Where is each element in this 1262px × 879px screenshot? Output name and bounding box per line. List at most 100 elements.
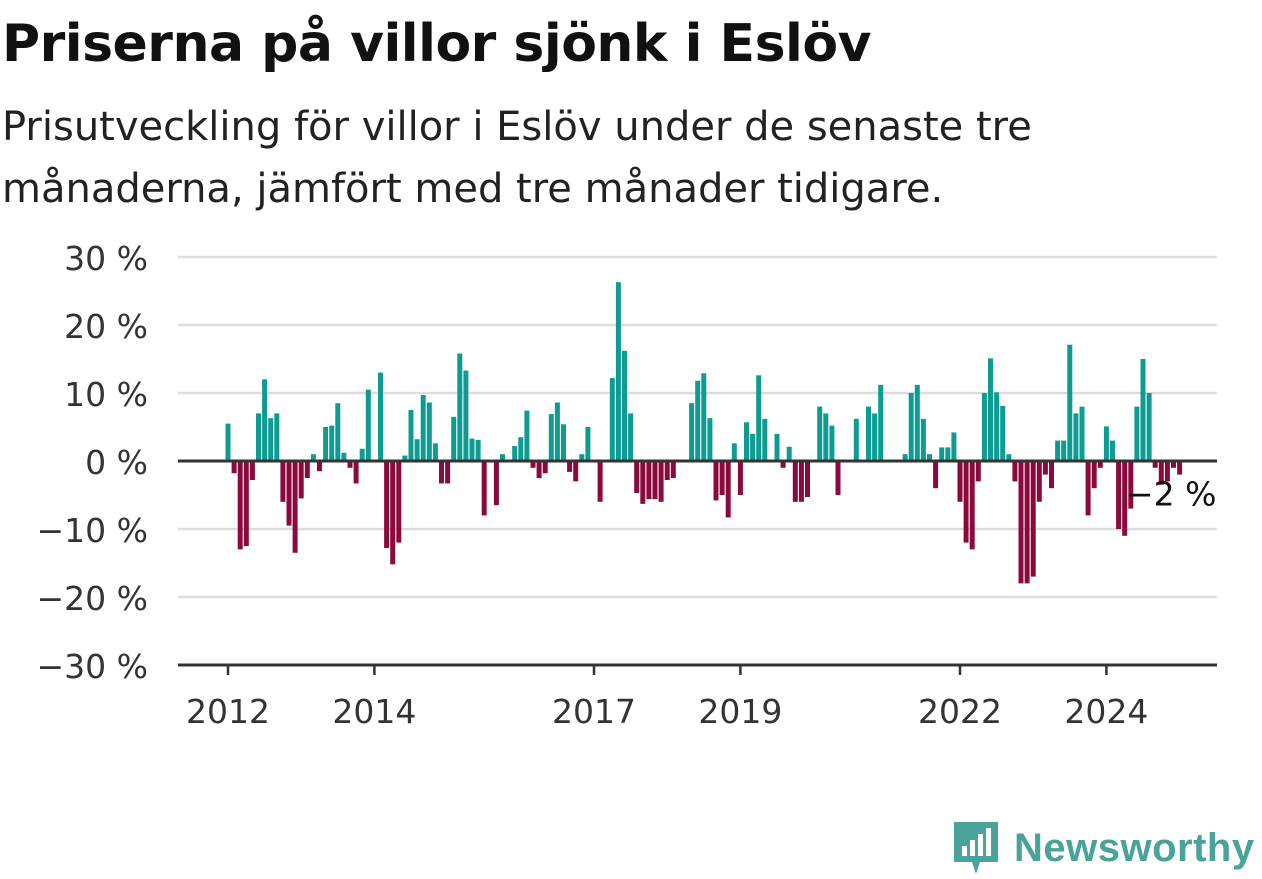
bar — [664, 461, 670, 481]
bar — [1049, 461, 1054, 489]
bar — [1030, 461, 1036, 577]
x-tick-label: 2019 — [698, 692, 782, 731]
bar — [231, 461, 237, 474]
bar — [237, 461, 243, 550]
bar — [493, 461, 499, 506]
x-tick-label: 2012 — [186, 692, 270, 731]
x-tick-label: 2024 — [1064, 692, 1148, 731]
bar — [835, 461, 841, 495]
bar — [622, 350, 627, 461]
bar — [914, 384, 920, 461]
y-tick-label: 20 % — [64, 307, 148, 346]
bar — [719, 461, 725, 495]
bar — [853, 418, 859, 461]
bar — [1146, 393, 1152, 461]
bar — [365, 389, 371, 461]
bar — [426, 402, 432, 461]
bar — [1110, 440, 1115, 461]
bar — [756, 375, 762, 461]
bar — [402, 455, 408, 461]
bar — [1018, 461, 1024, 584]
bar — [500, 454, 505, 461]
bar — [1164, 461, 1170, 482]
bar — [243, 461, 249, 546]
bar — [1061, 440, 1067, 461]
bar — [530, 461, 536, 468]
bar — [805, 461, 810, 498]
bar — [969, 461, 975, 550]
bar — [927, 454, 932, 461]
bar — [902, 454, 908, 461]
bar — [750, 433, 756, 461]
bar — [933, 461, 939, 489]
bar — [475, 439, 481, 461]
bar — [1091, 461, 1097, 489]
bar — [640, 461, 646, 504]
bar — [1134, 406, 1140, 461]
brand-logo: Newsworthy — [950, 818, 1255, 878]
bar — [963, 461, 969, 543]
y-tick-label: 0 % — [85, 443, 148, 482]
bar — [975, 461, 981, 482]
bar — [1024, 461, 1030, 584]
bar — [579, 454, 585, 461]
y-tick-label: 10 % — [64, 375, 148, 414]
bar — [737, 461, 743, 495]
bar — [823, 413, 829, 461]
bar — [1012, 461, 1018, 482]
bar — [1055, 440, 1061, 461]
bar — [1140, 359, 1146, 461]
chart-subtitle: Prisutveckling för villor i Eslöv under … — [2, 104, 1032, 212]
bar — [1079, 406, 1085, 461]
bar — [408, 410, 414, 461]
bar — [1177, 461, 1183, 475]
x-tick-label: 2017 — [552, 692, 636, 731]
bar — [1122, 461, 1128, 536]
bar — [774, 433, 780, 461]
bar — [256, 413, 261, 461]
bar — [445, 461, 451, 484]
bar — [981, 393, 987, 461]
y-axis-labels: 30 % 20 % 10 % 0 % −10 % −20 % −30 % — [37, 239, 149, 686]
bar — [744, 422, 749, 461]
bar — [280, 461, 286, 502]
brand-name: Newsworthy — [1014, 825, 1255, 870]
bar — [1158, 461, 1164, 485]
bar — [359, 448, 365, 461]
bar — [1097, 461, 1103, 468]
x-tick-label: 2022 — [918, 692, 1002, 731]
bar — [792, 461, 798, 502]
bar — [414, 439, 420, 461]
bar — [1036, 461, 1042, 502]
bar — [262, 379, 268, 461]
bar — [920, 418, 926, 461]
bar — [689, 403, 695, 461]
bar — [798, 461, 804, 502]
bar — [707, 418, 713, 461]
bar — [945, 447, 951, 461]
bar — [567, 461, 573, 472]
bar — [481, 461, 487, 516]
bar — [457, 353, 463, 461]
bar — [396, 461, 402, 543]
bar — [939, 447, 945, 461]
bar — [341, 452, 347, 461]
bar — [994, 392, 1000, 461]
bar — [573, 461, 579, 482]
bar — [1042, 461, 1048, 475]
bar — [378, 372, 383, 461]
bar — [353, 461, 359, 484]
bar — [646, 461, 652, 500]
bar — [829, 425, 835, 461]
bar — [1006, 454, 1012, 461]
bar — [420, 395, 426, 461]
x-axis-labels: 2012 2014 2017 2019 2022 2024 — [186, 665, 1148, 731]
bar — [335, 403, 341, 461]
bar — [1128, 461, 1134, 509]
bar-chart: 30 %20 %10 %0 %−10 %−20 %−30 % 2012 2014 2… — [37, 239, 1217, 731]
last-value-label: −2 % — [1126, 475, 1217, 514]
bar — [323, 427, 329, 461]
bar — [384, 461, 390, 549]
bar — [695, 380, 701, 461]
bar — [634, 461, 640, 493]
